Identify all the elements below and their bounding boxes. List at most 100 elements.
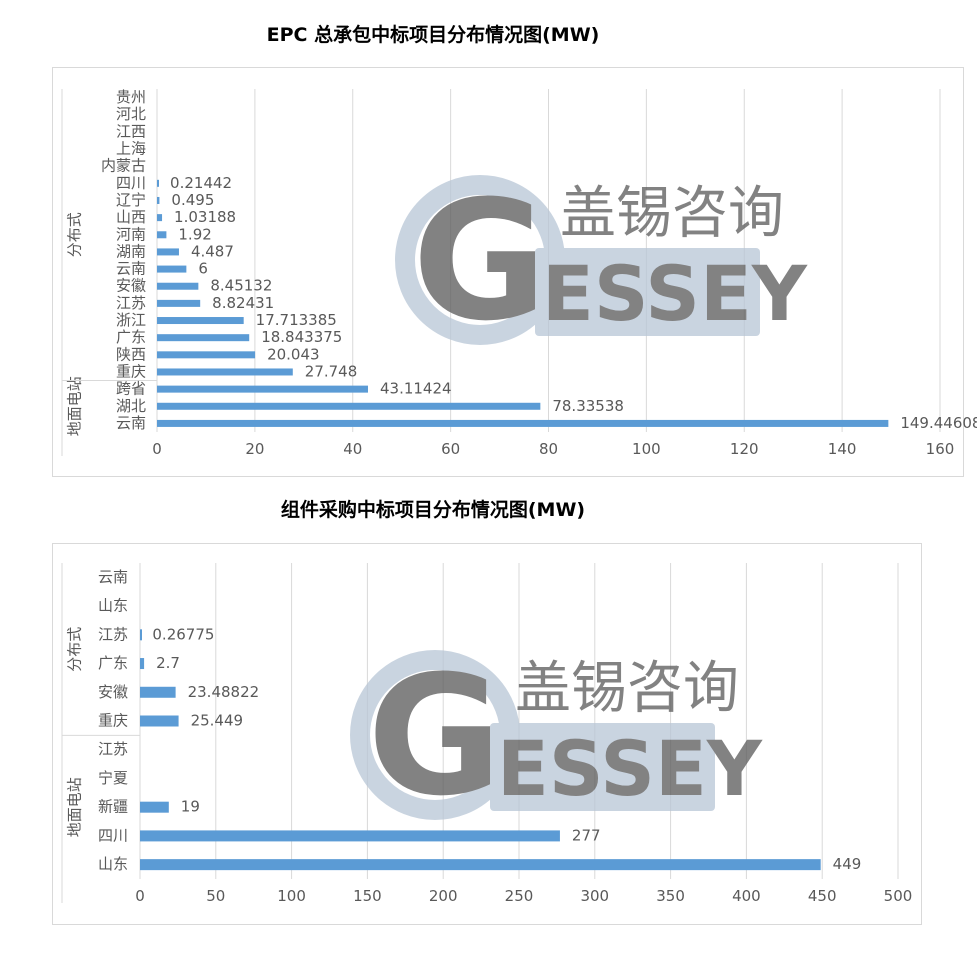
x-tick-label: 40: [343, 440, 362, 458]
category-label: 江苏: [116, 294, 146, 312]
bar: [140, 629, 142, 641]
x-tick-label: 100: [277, 887, 306, 905]
x-tick-label: 200: [429, 887, 458, 905]
category-label: 新疆: [98, 798, 128, 816]
bar: [157, 334, 250, 342]
x-tick-label: 350: [656, 887, 685, 905]
category-label: 辽宁: [116, 191, 146, 209]
group-label: 分布式: [66, 627, 84, 672]
x-tick-label: 50: [206, 887, 225, 905]
bar: [157, 351, 256, 359]
data-label: 18.843375: [261, 328, 342, 346]
category-label: 贵州: [116, 88, 146, 106]
category-label: 山西: [116, 208, 146, 226]
data-label: 20.043: [267, 345, 320, 363]
data-label: 1.92: [178, 225, 211, 243]
x-tick-label: 100: [632, 440, 661, 458]
category-label: 陕西: [116, 345, 146, 363]
x-tick-label: 300: [580, 887, 609, 905]
data-label: 149.44608: [900, 414, 977, 432]
x-tick-label: 20: [245, 440, 264, 458]
category-label: 江西: [116, 122, 146, 140]
category-label: 云南: [116, 414, 146, 432]
category-label: 上海: [116, 140, 146, 158]
group-label: 地面电站: [66, 777, 84, 837]
bar: [140, 830, 560, 842]
category-label: 山东: [98, 597, 128, 615]
category-label: 四川: [98, 826, 128, 844]
category-label: 江苏: [98, 625, 128, 643]
data-label: 27.748: [305, 362, 358, 380]
category-label: 河南: [116, 225, 146, 243]
data-label: 78.33538: [552, 397, 624, 415]
data-label: 0.26775: [152, 625, 214, 643]
x-tick-label: 120: [730, 440, 759, 458]
bar: [140, 715, 179, 727]
bar: [157, 317, 244, 325]
category-label: 四川: [116, 174, 146, 192]
group-label: 地面电站: [66, 376, 84, 436]
category-label: 湖北: [116, 397, 146, 415]
category-label: 江苏: [98, 740, 128, 758]
data-label: 6: [198, 260, 208, 278]
bar: [157, 368, 293, 376]
data-label: 19: [181, 798, 200, 816]
x-tick-label: 250: [505, 887, 534, 905]
watermark-letter: G: [367, 640, 502, 832]
data-label: 17.713385: [256, 311, 337, 329]
category-label: 云南: [116, 260, 146, 278]
category-label: 安徽: [116, 277, 146, 295]
bar: [157, 265, 187, 273]
chart-2-title: 组件采购中标项目分布情况图(MW): [280, 499, 586, 521]
data-label: 25.449: [191, 712, 244, 730]
bar: [157, 282, 199, 290]
data-label: 23.48822: [188, 683, 260, 701]
x-tick-label: 450: [808, 887, 837, 905]
data-label: 1.03188: [174, 208, 236, 226]
bar: [157, 248, 179, 256]
category-label: 河北: [116, 105, 146, 123]
data-label: 0.495: [171, 191, 214, 209]
data-label: 8.45132: [210, 277, 272, 295]
watermark-name-cn: 盖锡咨询: [515, 656, 739, 721]
category-label: 内蒙古: [101, 157, 146, 175]
x-tick-label: 150: [353, 887, 382, 905]
bar: [157, 419, 889, 427]
data-label: 8.82431: [212, 294, 274, 312]
watermark-name-en: ESSEY: [542, 249, 808, 338]
watermark-name-cn: 盖锡咨询: [560, 181, 784, 246]
bar: [157, 196, 160, 204]
category-label: 重庆: [98, 712, 128, 730]
category-label: 广东: [98, 654, 128, 672]
bar: [157, 214, 163, 222]
watermark-banner: [535, 248, 760, 336]
category-label: 安徽: [98, 683, 128, 701]
watermark-banner: [490, 723, 715, 811]
bar: [157, 299, 201, 307]
category-label: 浙江: [116, 311, 146, 329]
x-tick-label: 140: [828, 440, 857, 458]
bar: [140, 686, 176, 698]
bar: [140, 859, 821, 871]
group-label: 分布式: [66, 212, 84, 257]
bar: [157, 385, 368, 393]
category-label: 重庆: [116, 362, 146, 380]
category-label: 山东: [98, 855, 128, 873]
category-label: 云南: [98, 568, 128, 586]
category-label: 湖南: [116, 242, 146, 260]
bar: [157, 231, 167, 239]
bar: [157, 179, 159, 187]
data-label: 4.487: [191, 242, 234, 260]
category-label: 广东: [116, 328, 146, 346]
data-label: 0.21442: [170, 174, 232, 192]
data-label: 2.7: [156, 654, 180, 672]
chart-1-title: EPC 总承包中标项目分布情况图(MW): [266, 24, 600, 46]
x-tick-label: 0: [152, 440, 162, 458]
category-label: 跨省: [116, 380, 146, 398]
data-label: 43.11424: [380, 380, 452, 398]
watermark-name-en: ESSEY: [497, 724, 763, 813]
